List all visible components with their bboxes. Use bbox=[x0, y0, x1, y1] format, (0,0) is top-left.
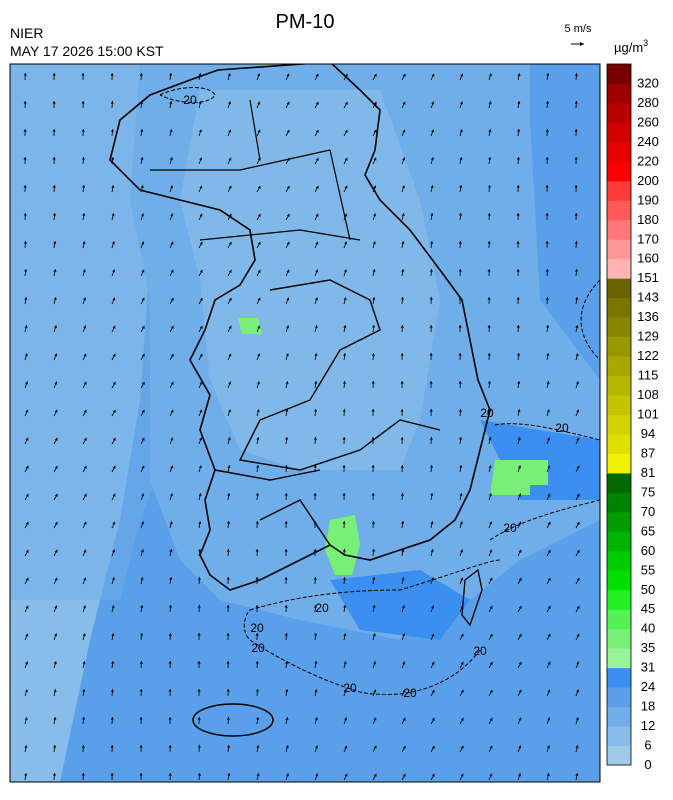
colorbar-swatch bbox=[607, 629, 631, 649]
colorbar-label: 220 bbox=[637, 153, 659, 168]
colorbar-swatch bbox=[607, 337, 631, 357]
colorbar-label: 260 bbox=[637, 114, 659, 129]
colorbar-swatch bbox=[607, 298, 631, 318]
colorbar-swatch bbox=[607, 395, 631, 415]
contour-label: 20 bbox=[343, 681, 357, 695]
colorbar-swatch bbox=[607, 707, 631, 727]
colorbar-label: 136 bbox=[637, 309, 659, 324]
colorbar-swatch bbox=[607, 239, 631, 259]
contour-label: 20 bbox=[403, 686, 417, 700]
colorbar-label: 31 bbox=[641, 660, 655, 675]
contour-label: 20 bbox=[250, 621, 264, 635]
colorbar-label: 170 bbox=[637, 231, 659, 246]
colorbar-swatch bbox=[607, 161, 631, 181]
colorbar-label: 45 bbox=[641, 601, 655, 616]
colorbar-label: 151 bbox=[637, 270, 659, 285]
colorbar-label: 12 bbox=[641, 718, 655, 733]
colorbar-label: 280 bbox=[637, 95, 659, 110]
colorbar: 0 6 12 18 24 31 35 40 45 50 55 60 65 70 75 81 87 94 101 108… bbox=[607, 64, 659, 772]
colorbar-swatch bbox=[607, 609, 631, 629]
colorbar-swatch bbox=[607, 200, 631, 220]
colorbar-label: 160 bbox=[637, 251, 659, 266]
contour-label: 20 bbox=[251, 641, 265, 655]
unit-sup: 3 bbox=[643, 38, 648, 48]
colorbar-swatch bbox=[607, 434, 631, 454]
colorbar-label: 115 bbox=[638, 368, 659, 383]
colorbar-label: 180 bbox=[637, 212, 659, 227]
colorbar-label: 24 bbox=[641, 679, 655, 694]
colorbar-label: 0 bbox=[644, 757, 651, 772]
colorbar-swatch bbox=[607, 220, 631, 240]
colorbar-label: 60 bbox=[641, 543, 655, 558]
colorbar-label: 55 bbox=[641, 562, 655, 577]
colorbar-swatch bbox=[607, 356, 631, 376]
title: PM-10 bbox=[276, 11, 335, 33]
colorbar-label: 6 bbox=[644, 738, 651, 753]
colorbar-label: 94 bbox=[641, 426, 655, 441]
colorbar-label: 75 bbox=[641, 484, 655, 499]
colorbar-label: 122 bbox=[637, 348, 659, 363]
colorbar-label: 200 bbox=[637, 173, 659, 188]
contour-label: 20 bbox=[183, 93, 197, 107]
colorbar-label: 70 bbox=[641, 504, 655, 519]
colorbar-swatch bbox=[607, 590, 631, 610]
contour-label: 20 bbox=[480, 406, 494, 420]
colorbar-swatch bbox=[607, 648, 631, 668]
colorbar-swatch bbox=[607, 746, 631, 766]
colorbar-swatch bbox=[607, 181, 631, 201]
colorbar-swatch bbox=[607, 103, 631, 123]
colorbar-label: 101 bbox=[637, 407, 659, 422]
map: 20 20 20 20 20 20 20 20 20 20 bbox=[10, 62, 600, 782]
colorbar-label: 108 bbox=[637, 387, 659, 402]
colorbar-label: 129 bbox=[637, 329, 659, 344]
colorbar-label: 40 bbox=[641, 621, 655, 636]
colorbar-swatch bbox=[607, 83, 631, 103]
wind-scale-arrow bbox=[571, 42, 584, 46]
colorbar-swatch bbox=[607, 473, 631, 493]
contour-label: 20 bbox=[315, 601, 329, 615]
colorbar-label: 320 bbox=[637, 75, 659, 90]
colorbar-swatch bbox=[607, 259, 631, 279]
colorbar-label: 87 bbox=[641, 445, 655, 460]
colorbar-label: 65 bbox=[641, 523, 655, 538]
colorbar-swatch bbox=[607, 142, 631, 162]
colorbar-swatch bbox=[607, 531, 631, 551]
contour-label: 20 bbox=[555, 421, 569, 435]
high-patch bbox=[238, 318, 262, 334]
colorbar-swatch bbox=[607, 687, 631, 707]
colorbar-swatch bbox=[607, 376, 631, 396]
colorbar-swatch bbox=[607, 726, 631, 746]
contour-label: 20 bbox=[473, 644, 487, 658]
colorbar-swatch bbox=[607, 668, 631, 688]
contour-label: 20 bbox=[503, 521, 517, 535]
org: NIER bbox=[10, 25, 43, 41]
colorbar-swatch bbox=[607, 512, 631, 532]
unit: µg/m bbox=[614, 40, 643, 55]
colorbar-swatch bbox=[607, 453, 631, 473]
wind-scale-label: 5 m/s bbox=[565, 23, 592, 35]
unit-label: µg/m3 bbox=[614, 38, 648, 55]
colorbar-label: 190 bbox=[637, 192, 659, 207]
colorbar-label: 35 bbox=[641, 640, 655, 655]
colorbar-label: 81 bbox=[641, 465, 655, 480]
colorbar-label: 18 bbox=[641, 699, 655, 714]
timestamp: MAY 17 2026 15:00 KST bbox=[10, 43, 164, 59]
colorbar-swatch bbox=[607, 492, 631, 512]
colorbar-swatch bbox=[607, 570, 631, 590]
colorbar-swatch bbox=[607, 551, 631, 571]
colorbar-label: 50 bbox=[641, 582, 655, 597]
colorbar-swatch bbox=[607, 122, 631, 142]
colorbar-label: 143 bbox=[637, 290, 659, 305]
colorbar-swatch bbox=[607, 278, 631, 298]
colorbar-swatch bbox=[607, 415, 631, 435]
colorbar-swatch bbox=[607, 64, 631, 84]
colorbar-swatch bbox=[607, 317, 631, 337]
colorbar-label: 240 bbox=[637, 134, 659, 149]
